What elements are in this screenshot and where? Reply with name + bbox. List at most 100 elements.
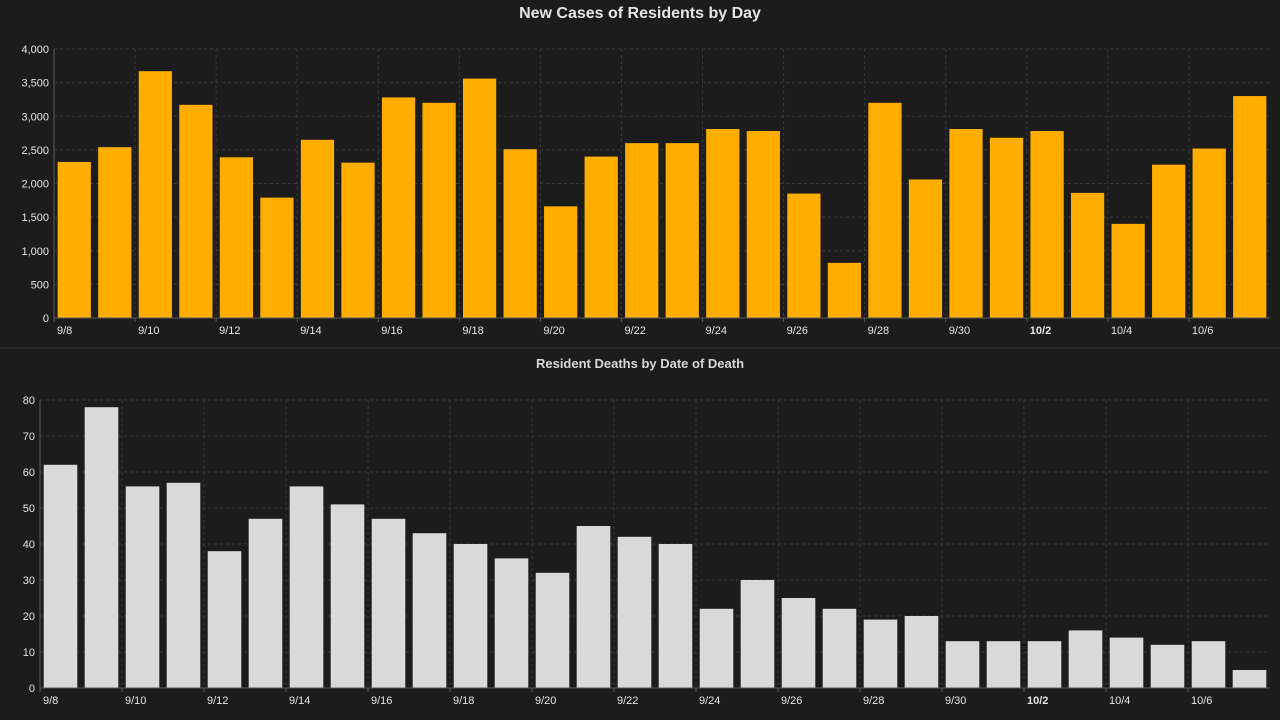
deaths-bar-10-6: [1191, 641, 1226, 688]
cases-bar-9-8: [57, 161, 91, 318]
deaths-y-tick-label: 40: [23, 539, 35, 551]
deaths-y-tick-label: 60: [23, 467, 35, 479]
cases-bar-10-2: [1030, 131, 1064, 318]
cases-y-tick-label: 500: [31, 279, 49, 291]
deaths-x-tick-label: 9/10: [125, 695, 146, 707]
cases-y-tick-label: 2,000: [21, 179, 49, 191]
cases-bar-9-13: [260, 197, 294, 318]
cases-bar-9-26: [787, 193, 821, 318]
cases-bar-9-29: [908, 179, 943, 318]
cases-x-axis: 9/8 9/10 9/12 9/14 9/16 9/18 9/20 9/22 9/24 9/26 9…: [53, 318, 1213, 337]
deaths-x-tick-label: 9/26: [781, 695, 802, 707]
cases-bar-10-5: [1152, 164, 1186, 318]
deaths-bar-9-27: [822, 608, 857, 688]
deaths-bar-9-18: [453, 544, 488, 688]
cases-x-tick-label: 9/26: [787, 325, 808, 337]
cases-x-tick-label: 10/6: [1192, 325, 1213, 337]
deaths-bar-9-17: [412, 533, 447, 688]
cases-x-tick-label: 10/4: [1111, 325, 1132, 337]
deaths-bar-9-13: [248, 518, 283, 688]
deaths-x-tick-label: 9/12: [207, 695, 228, 707]
deaths-x-tick-label: 9/24: [699, 695, 720, 707]
cases-y-tick-label: 3,500: [21, 78, 49, 90]
cases-bar-10-7: [1233, 96, 1267, 318]
cases-y-tick-label: 4,000: [21, 44, 49, 56]
cases-bar-10-4: [1111, 223, 1145, 318]
cases-bar-9-17: [422, 102, 456, 318]
deaths-x-tick-label: 9/28: [863, 695, 884, 707]
deaths-bar-9-22: [617, 536, 652, 688]
deaths-chart-title: Resident Deaths by Date of Death: [535, 356, 745, 371]
deaths-bar-9-21: [576, 526, 611, 688]
deaths-bars: [43, 407, 1267, 688]
cases-x-tick-label: 9/20: [543, 325, 564, 337]
deaths-y-axis: 0 10 20 30 40 50 60 70 80: [23, 395, 35, 695]
deaths-bar-9-12: [207, 551, 242, 688]
cases-bar-9-19: [503, 149, 537, 318]
chart-divider: [0, 347, 1280, 349]
cases-bar-9-21: [584, 156, 618, 318]
deaths-chart-svg: 0 10 20 30 40 50 60 70 80 9/8 9/10 9/12 9/14 9/16 9/18…: [23, 395, 1270, 707]
deaths-bar-9-19: [494, 558, 529, 688]
cases-x-tick-label: 9/24: [706, 325, 727, 337]
deaths-bar-9-25: [740, 580, 775, 688]
deaths-y-tick-label: 50: [23, 503, 35, 515]
cases-x-tick-label: 9/10: [138, 325, 159, 337]
deaths-bar-10-3: [1068, 630, 1103, 688]
cases-bar-10-3: [1070, 192, 1105, 318]
cases-x-tick-label: 10/2: [1030, 325, 1051, 337]
deaths-bar-9-28: [863, 619, 898, 688]
cases-bar-9-9: [98, 147, 132, 318]
deaths-y-tick-label: 10: [23, 647, 35, 659]
cases-bar-9-25: [746, 131, 780, 318]
cases-gridlines: [54, 48, 1270, 318]
cases-x-tick-label: 9/28: [868, 325, 889, 337]
deaths-x-tick-label: 9/20: [535, 695, 556, 707]
cases-y-axis: 0 500 1,000 1,500 2,000 2,500 3,000 3,500 4,000: [21, 44, 49, 325]
deaths-y-tick-label: 80: [23, 395, 35, 407]
deaths-bar-9-26: [781, 598, 816, 688]
deaths-bar-10-4: [1109, 637, 1144, 688]
cases-chart-title: New Cases of Residents by Day: [519, 5, 761, 22]
cases-bar-9-28: [868, 102, 902, 318]
deaths-bar-9-15: [330, 504, 365, 688]
cases-bar-9-23: [665, 143, 699, 318]
cases-y-tick-label: 1,000: [21, 246, 49, 258]
deaths-x-tick-label: 10/6: [1191, 695, 1212, 707]
deaths-bar-9-24: [699, 608, 734, 688]
deaths-bar-10-1: [986, 641, 1021, 688]
cases-bar-10-1: [989, 137, 1024, 318]
deaths-gridlines: [40, 399, 1270, 688]
cases-bar-9-16: [381, 97, 416, 318]
deaths-x-tick-label: 9/16: [371, 695, 392, 707]
deaths-bar-9-23: [658, 544, 693, 688]
deaths-x-tick-label: 9/18: [453, 695, 474, 707]
cases-x-tick-label: 9/14: [300, 325, 321, 337]
cases-y-tick-label: 2,500: [21, 145, 49, 157]
cases-bar-9-27: [827, 262, 862, 318]
cases-y-tick-label: 1,500: [21, 212, 49, 224]
cases-x-tick-label: 9/30: [949, 325, 970, 337]
cases-chart-svg: 0 500 1,000 1,500 2,000 2,500 3,000 3,500 4,000 9…: [21, 44, 1270, 337]
cases-bar-9-20: [544, 206, 578, 318]
cases-bar-9-10: [138, 71, 172, 318]
cases-x-tick-label: 9/16: [381, 325, 402, 337]
deaths-bar-10-5: [1150, 644, 1185, 688]
cases-bar-9-11: [179, 104, 213, 318]
deaths-x-tick-label: 9/22: [617, 695, 638, 707]
cases-bar-9-18: [462, 78, 497, 318]
cases-chart-panel: New Cases of Residents by Day 0 500 1,000 1…: [0, 0, 1280, 346]
cases-bar-9-24: [706, 129, 740, 318]
cases-x-tick-label: 9/18: [462, 325, 483, 337]
cases-bar-9-14: [300, 139, 335, 318]
deaths-x-tick-label: 9/8: [43, 695, 58, 707]
deaths-bar-9-10: [125, 486, 160, 688]
deaths-bar-9-30: [945, 641, 980, 688]
deaths-bar-9-9: [84, 407, 119, 688]
deaths-y-tick-label: 0: [29, 683, 35, 695]
deaths-bar-9-16: [371, 518, 406, 688]
deaths-y-tick-label: 30: [23, 575, 35, 587]
cases-x-tick-label: 9/8: [57, 325, 72, 337]
cases-bar-10-6: [1192, 148, 1226, 318]
deaths-bar-9-8: [43, 464, 78, 688]
